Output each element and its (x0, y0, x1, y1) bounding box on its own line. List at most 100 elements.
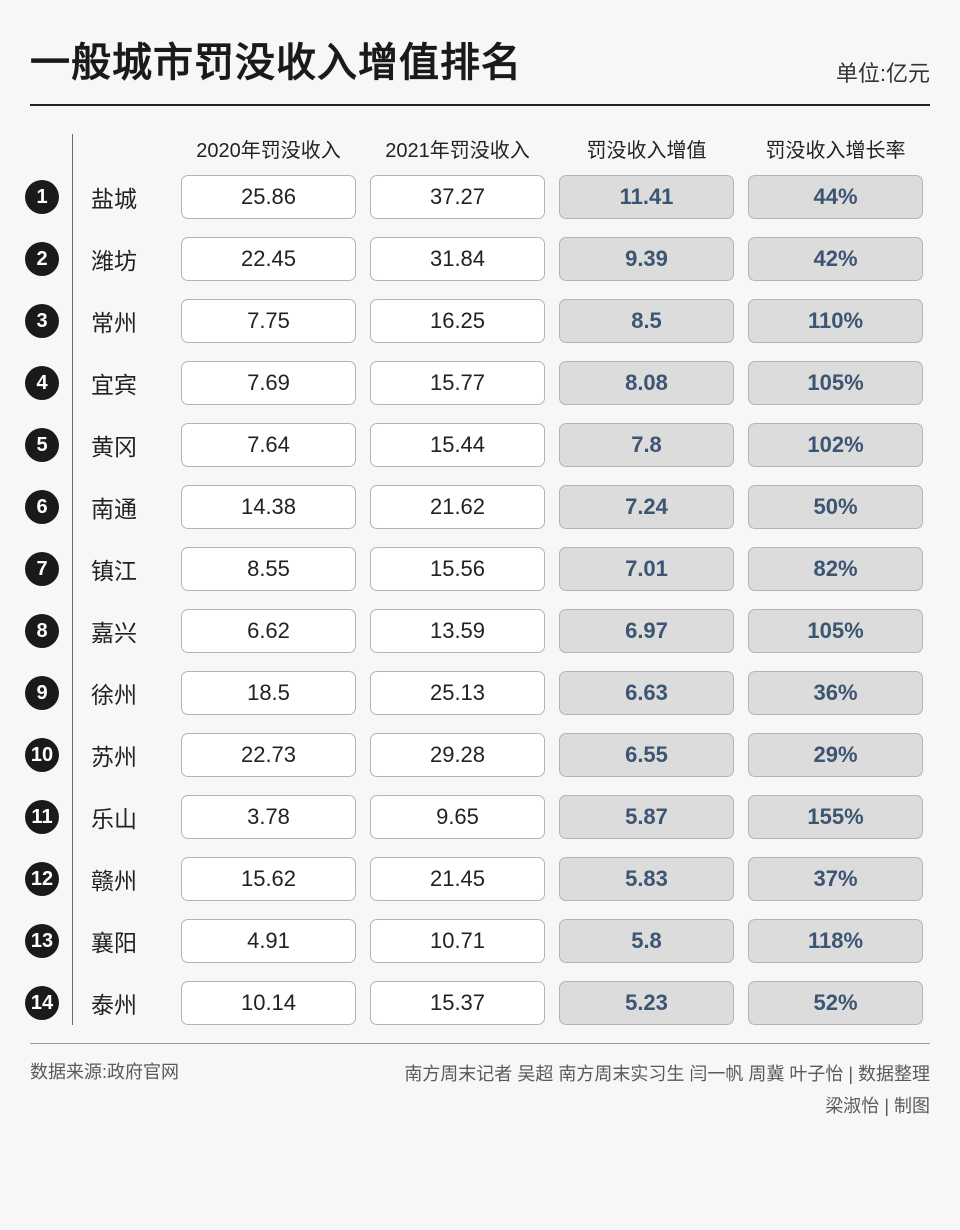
cell-rate: 29% (748, 733, 923, 777)
cell-rate: 50% (748, 485, 923, 529)
cell-delta: 5.23 (559, 981, 734, 1025)
rank-badge: 3 (25, 304, 59, 338)
rank-badge: 12 (25, 862, 59, 896)
table-row: 11乐山3.789.655.87155% (87, 795, 930, 839)
cell-2021: 29.28 (370, 733, 545, 777)
cell-2020: 10.14 (181, 981, 356, 1025)
city-name: 南通 (87, 490, 167, 524)
rank-badge: 4 (25, 366, 59, 400)
city-name: 黄冈 (87, 428, 167, 462)
cell-delta: 5.8 (559, 919, 734, 963)
cell-rate: 102% (748, 423, 923, 467)
table-row: 10苏州22.7329.286.5529% (87, 733, 930, 777)
cell-2021: 15.37 (370, 981, 545, 1025)
rank-badge: 7 (25, 552, 59, 586)
cell-delta: 5.83 (559, 857, 734, 901)
cell-rate: 52% (748, 981, 923, 1025)
cell-2020: 25.86 (181, 175, 356, 219)
rank-badge: 10 (25, 738, 59, 772)
city-name: 赣州 (87, 862, 167, 896)
rank-badge: 6 (25, 490, 59, 524)
rank-badge: 2 (25, 242, 59, 276)
cell-delta: 8.5 (559, 299, 734, 343)
cell-rate: 105% (748, 361, 923, 405)
page-title: 一般城市罚没收入增值排名 (30, 30, 522, 88)
cell-2021: 13.59 (370, 609, 545, 653)
cell-2021: 31.84 (370, 237, 545, 281)
cell-rate: 36% (748, 671, 923, 715)
cell-rate: 105% (748, 609, 923, 653)
table-row: 9徐州18.525.136.6336% (87, 671, 930, 715)
city-name: 泰州 (87, 986, 167, 1020)
city-name: 嘉兴 (87, 614, 167, 648)
cell-2021: 37.27 (370, 175, 545, 219)
cell-2020: 22.73 (181, 733, 356, 777)
cell-delta: 11.41 (559, 175, 734, 219)
city-name: 盐城 (87, 180, 167, 214)
cell-2020: 15.62 (181, 857, 356, 901)
cell-2020: 7.69 (181, 361, 356, 405)
table-row: 7镇江8.5515.567.0182% (87, 547, 930, 591)
credit-line-1: 南方周末记者 吴超 南方周末实习生 闫一帆 周冀 叶子怡 | 数据整理 (404, 1058, 930, 1090)
table-row: 12赣州15.6221.455.8337% (87, 857, 930, 901)
table-row: 3常州7.7516.258.5110% (87, 299, 930, 343)
column-headers-row: 2020年罚没收入 2021年罚没收入 罚没收入增值 罚没收入增长率 (87, 134, 930, 163)
city-name: 潍坊 (87, 242, 167, 276)
cell-delta: 8.08 (559, 361, 734, 405)
cell-delta: 9.39 (559, 237, 734, 281)
footer: 数据来源:政府官网 南方周末记者 吴超 南方周末实习生 闫一帆 周冀 叶子怡 |… (30, 1043, 930, 1123)
cell-delta: 7.8 (559, 423, 734, 467)
cell-rate: 118% (748, 919, 923, 963)
rank-badge: 14 (25, 986, 59, 1020)
cell-2020: 4.91 (181, 919, 356, 963)
cell-delta: 7.24 (559, 485, 734, 529)
cell-2020: 18.5 (181, 671, 356, 715)
table-row: 2潍坊22.4531.849.3942% (87, 237, 930, 281)
rank-badge: 8 (25, 614, 59, 648)
header: 一般城市罚没收入增值排名 单位:亿元 (30, 30, 930, 106)
credits: 南方周末记者 吴超 南方周末实习生 闫一帆 周冀 叶子怡 | 数据整理 梁淑怡 … (404, 1058, 930, 1123)
cell-2020: 7.64 (181, 423, 356, 467)
cell-2021: 21.45 (370, 857, 545, 901)
city-name: 常州 (87, 304, 167, 338)
city-name: 徐州 (87, 676, 167, 710)
cell-2021: 16.25 (370, 299, 545, 343)
source-label: 数据来源:政府官网 (30, 1058, 179, 1123)
rank-badge: 11 (25, 800, 59, 834)
city-name: 宜宾 (87, 366, 167, 400)
rank-badge: 5 (25, 428, 59, 462)
rank-badge: 13 (25, 924, 59, 958)
cell-2021: 15.44 (370, 423, 545, 467)
cell-rate: 44% (748, 175, 923, 219)
col-header-delta: 罚没收入增值 (559, 134, 734, 163)
table-row: 14泰州10.1415.375.2352% (87, 981, 930, 1025)
cell-delta: 6.63 (559, 671, 734, 715)
col-header-rate: 罚没收入增长率 (748, 134, 923, 163)
col-header-2021: 2021年罚没收入 (370, 134, 545, 163)
cell-delta: 7.01 (559, 547, 734, 591)
cell-delta: 6.55 (559, 733, 734, 777)
cell-2020: 3.78 (181, 795, 356, 839)
cell-rate: 155% (748, 795, 923, 839)
cell-2020: 14.38 (181, 485, 356, 529)
cell-delta: 5.87 (559, 795, 734, 839)
cell-2020: 8.55 (181, 547, 356, 591)
cell-rate: 110% (748, 299, 923, 343)
city-name: 镇江 (87, 552, 167, 586)
table-row: 1盐城25.8637.2711.4144% (87, 175, 930, 219)
city-name: 乐山 (87, 800, 167, 834)
cell-2021: 10.71 (370, 919, 545, 963)
cell-2021: 21.62 (370, 485, 545, 529)
rank-badge: 9 (25, 676, 59, 710)
cell-2020: 7.75 (181, 299, 356, 343)
city-name: 襄阳 (87, 924, 167, 958)
table-row: 6南通14.3821.627.2450% (87, 485, 930, 529)
cell-2020: 22.45 (181, 237, 356, 281)
credit-line-2: 梁淑怡 | 制图 (404, 1090, 930, 1122)
rank-badge: 1 (25, 180, 59, 214)
cell-2020: 6.62 (181, 609, 356, 653)
ranking-table: 2020年罚没收入 2021年罚没收入 罚没收入增值 罚没收入增长率 1盐城25… (72, 134, 930, 1025)
table-row: 8嘉兴6.6213.596.97105% (87, 609, 930, 653)
unit-label: 单位:亿元 (836, 56, 930, 88)
table-row: 13襄阳4.9110.715.8118% (87, 919, 930, 963)
